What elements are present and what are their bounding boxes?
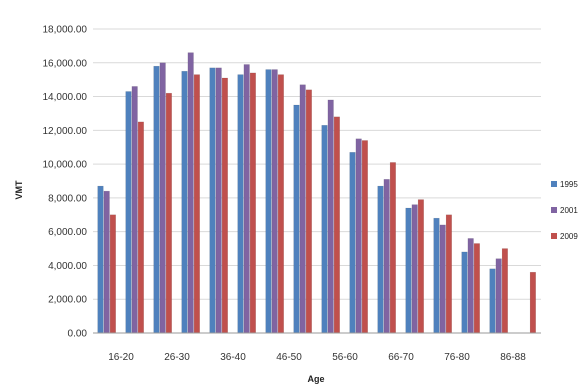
bar-2009-71-75 (417, 199, 424, 334)
bar-2009-66-70 (389, 162, 396, 334)
legend-label: 2001 (560, 206, 578, 215)
x-axis-title: Age (307, 374, 324, 384)
bar-2001-81-85 (467, 238, 474, 334)
bar-2009-56-60 (333, 116, 340, 334)
bar-1995-26-30 (153, 65, 160, 334)
legend-label: 2009 (560, 232, 578, 241)
bar-1995-31-35 (181, 70, 188, 334)
bar-2001-31-35 (187, 52, 194, 334)
bar-2001-26-30 (159, 62, 166, 334)
bar-2009-46-50 (277, 74, 284, 334)
bar-1995-41-45 (237, 74, 244, 334)
y-tick-label: 6,000.00 (48, 227, 87, 238)
legend-swatch-2009 (551, 233, 557, 239)
legend-swatch-1995 (551, 181, 557, 187)
bar-2001-71-75 (411, 204, 418, 334)
legend: 1995 2001 2009 (551, 180, 578, 241)
x-tick-label: 16-20 (108, 352, 134, 363)
bar-1995-56-60 (321, 125, 328, 334)
bar-2009-41-45 (249, 72, 256, 334)
bar-2001-41-45 (243, 64, 250, 334)
x-axis-ticks: 16-20 26-30 36-40 46-50 56-60 66-70 76-80 86-88 (108, 352, 526, 363)
bar-1995-46-50 (265, 69, 272, 334)
y-axis-ticks: 0.00 2,000.00 4,000.00 6,000.00 8,000.00 10,0… (43, 25, 88, 340)
y-tick-label: 2,000.00 (48, 295, 87, 306)
bar-1995-76-80 (433, 217, 440, 334)
bar-2009-61-65 (361, 140, 368, 334)
y-tick-label: 18,000.00 (43, 25, 88, 36)
bar-1995-71-75 (405, 207, 412, 334)
y-tick-label: 12,000.00 (43, 126, 88, 137)
bars (97, 52, 536, 334)
bar-2001-61-65 (355, 138, 362, 334)
y-tick-label: 8,000.00 (48, 193, 87, 204)
bar-2001-51-55 (299, 84, 306, 334)
x-tick-label: 56-60 (332, 352, 358, 363)
legend-label: 1995 (560, 180, 578, 189)
bar-2009-26-30 (165, 92, 172, 334)
bar-2001-36-40 (215, 67, 222, 334)
bar-2009-16-20 (109, 214, 116, 334)
y-tick-label: 4,000.00 (48, 261, 87, 272)
bar-2009-31-35 (193, 74, 200, 334)
bar-2009-81-85 (473, 243, 480, 334)
bar-1995-81-85 (461, 251, 468, 334)
bar-2001-56-60 (327, 99, 334, 334)
x-tick-label: 66-70 (388, 352, 414, 363)
bar-2009-86-88 (501, 248, 508, 334)
bar-2001-21-25 (131, 86, 138, 334)
bar-2009-36-40 (221, 77, 228, 334)
bar-1995-36-40 (209, 67, 216, 334)
x-tick-label: 46-50 (276, 352, 302, 363)
bar-2009-89+ (529, 271, 536, 334)
y-tick-label: 10,000.00 (43, 160, 88, 171)
x-tick-label: 26-30 (164, 352, 190, 363)
y-tick-label: 16,000.00 (43, 58, 88, 69)
bar-1995-21-25 (125, 91, 132, 334)
bar-1995-86-88 (489, 268, 496, 334)
bar-1995-16-20 (97, 185, 104, 334)
bar-2009-21-25 (137, 121, 144, 334)
bar-1995-61-65 (349, 152, 356, 334)
y-tick-label: 14,000.00 (43, 92, 88, 103)
bar-2001-46-50 (271, 69, 278, 334)
bar-1995-66-70 (377, 185, 384, 334)
bar-2009-51-55 (305, 89, 312, 334)
bar-1995-51-55 (293, 104, 300, 334)
bar-2009-76-80 (445, 214, 452, 334)
x-tick-label: 36-40 (220, 352, 246, 363)
bar-2001-86-88 (495, 258, 502, 334)
y-axis-title: VMT (14, 180, 24, 200)
legend-swatch-2001 (551, 207, 557, 213)
bar-2001-76-80 (439, 224, 446, 334)
bar-2001-16-20 (103, 190, 110, 334)
x-tick-label: 86-88 (500, 352, 526, 363)
bar-2001-66-70 (383, 179, 390, 334)
x-tick-label: 76-80 (444, 352, 470, 363)
y-tick-label: 0.00 (68, 329, 88, 340)
